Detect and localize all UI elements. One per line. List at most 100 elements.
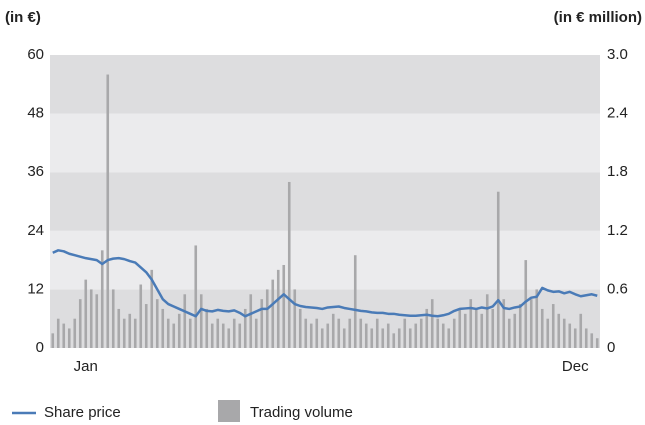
volume-bar bbox=[562, 318, 566, 348]
volume-bar bbox=[221, 323, 225, 348]
volume-bar bbox=[403, 318, 407, 348]
volume-bar bbox=[293, 289, 297, 348]
volume-bar bbox=[364, 323, 368, 348]
grid-band bbox=[50, 55, 600, 114]
volume-bar bbox=[271, 279, 275, 348]
volume-bar bbox=[518, 304, 522, 348]
volume-bar bbox=[397, 328, 401, 348]
volume-bar bbox=[529, 299, 533, 348]
y2-tick-label: 0.6 bbox=[607, 280, 628, 297]
volume-bar bbox=[573, 328, 577, 348]
volume-bar bbox=[491, 308, 495, 348]
y-tick-label: 12 bbox=[27, 280, 44, 297]
y2-axis-label: (in € million) bbox=[554, 9, 642, 26]
volume-bar bbox=[144, 304, 148, 348]
volume-bar bbox=[161, 308, 165, 348]
volume-bar bbox=[568, 323, 572, 348]
volume-bar bbox=[100, 250, 104, 348]
volume-bar bbox=[232, 318, 236, 348]
volume-bar bbox=[419, 318, 423, 348]
volume-bar bbox=[320, 328, 324, 348]
volume-bar bbox=[78, 299, 82, 348]
volume-bar bbox=[425, 308, 429, 348]
volume-bar bbox=[122, 318, 126, 348]
grid-band bbox=[50, 230, 600, 290]
volume-bar bbox=[117, 308, 121, 348]
volume-bar bbox=[177, 313, 181, 348]
volume-bar bbox=[139, 284, 143, 348]
legend-label: Share price bbox=[44, 404, 121, 421]
volume-bar bbox=[210, 323, 214, 348]
volume-bar bbox=[463, 313, 467, 348]
legend-label: Trading volume bbox=[250, 404, 353, 421]
volume-bar bbox=[513, 313, 517, 348]
volume-bar bbox=[496, 191, 500, 348]
y-tick-label: 36 bbox=[27, 163, 44, 180]
volume-bar bbox=[188, 318, 192, 348]
volume-bar bbox=[370, 328, 374, 348]
volume-bar bbox=[298, 308, 302, 348]
volume-bar bbox=[51, 333, 55, 348]
volume-bar bbox=[243, 308, 247, 348]
volume-bar bbox=[166, 318, 170, 348]
volume-bar bbox=[436, 318, 440, 348]
volume-bar bbox=[276, 269, 280, 348]
volume-bar bbox=[430, 299, 434, 348]
volume-bar bbox=[62, 323, 66, 348]
price-line bbox=[52, 249, 598, 318]
y2-tick-label: 1.2 bbox=[607, 222, 628, 239]
volume-bar bbox=[254, 318, 258, 348]
volume-bar bbox=[469, 299, 473, 348]
volume-bar bbox=[408, 328, 412, 348]
volume-bar bbox=[480, 313, 484, 348]
volume-bar bbox=[502, 299, 506, 348]
grid-band bbox=[50, 289, 600, 348]
volume-bar bbox=[150, 269, 154, 348]
volume-bar bbox=[265, 289, 269, 348]
volume-bar bbox=[386, 323, 390, 348]
volume-bar bbox=[524, 260, 528, 348]
volume-bar bbox=[342, 328, 346, 348]
volume-bar bbox=[260, 299, 264, 348]
volume-bar bbox=[551, 304, 555, 348]
x-tick-label: Jan bbox=[74, 358, 98, 375]
volume-bar bbox=[216, 318, 220, 348]
y-tick-label: 0 bbox=[36, 339, 44, 356]
x-tick-label: Dec bbox=[562, 358, 589, 375]
volume-bar bbox=[348, 318, 352, 348]
volume-bar bbox=[452, 318, 456, 348]
volume-bar bbox=[507, 318, 511, 348]
volume-bar bbox=[84, 279, 88, 348]
volume-bar bbox=[557, 313, 561, 348]
volume-bar bbox=[304, 318, 308, 348]
volume-bar bbox=[447, 328, 451, 348]
volume-bar bbox=[540, 308, 544, 348]
volume-bar bbox=[128, 313, 132, 348]
y2-tick-label: 0 bbox=[607, 339, 615, 356]
volume-bar bbox=[227, 328, 231, 348]
volume-bar bbox=[249, 294, 253, 348]
volume-bar bbox=[375, 318, 379, 348]
volume-bar bbox=[590, 333, 594, 348]
volume-bar bbox=[474, 308, 478, 348]
y-tick-label: 60 bbox=[27, 46, 44, 63]
y2-tick-label: 3.0 bbox=[607, 46, 628, 63]
volume-bar bbox=[183, 294, 187, 348]
volume-bar bbox=[89, 289, 93, 348]
volume-bar bbox=[331, 313, 335, 348]
volume-bar bbox=[199, 294, 203, 348]
volume-bar bbox=[315, 318, 319, 348]
volume-bar bbox=[485, 294, 489, 348]
volume-bar bbox=[392, 333, 396, 348]
volume-bar bbox=[535, 289, 539, 348]
volume-bar bbox=[579, 313, 583, 348]
volume-bar bbox=[106, 74, 110, 349]
volume-bar bbox=[194, 245, 198, 348]
volume-bar bbox=[458, 308, 462, 348]
volume-bar bbox=[205, 308, 209, 348]
volume-bar bbox=[155, 299, 159, 348]
volume-bar bbox=[111, 289, 115, 348]
grid-band bbox=[50, 113, 600, 173]
volume-bar bbox=[67, 328, 71, 348]
